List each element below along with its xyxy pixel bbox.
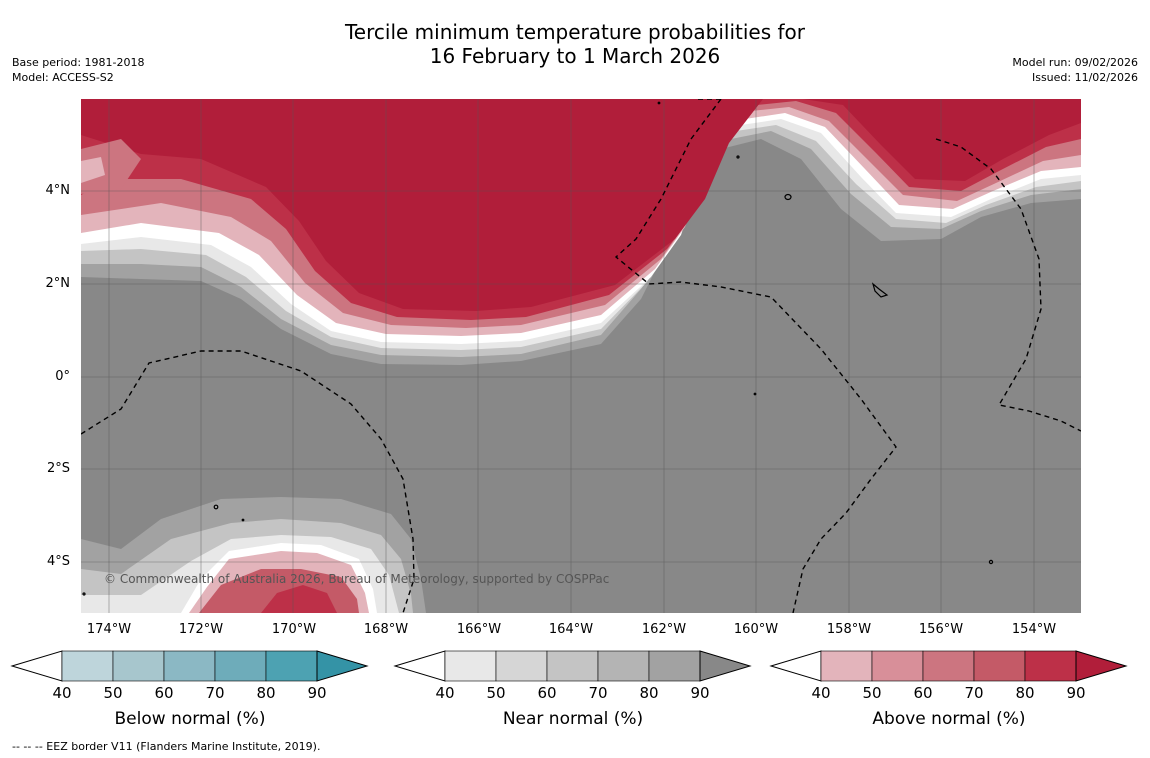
probability-map bbox=[81, 99, 1081, 613]
colorbar-above-normal-bin-4 bbox=[1024, 650, 1077, 682]
base-period: Base period: 1981-2018 bbox=[12, 56, 145, 69]
colorbar-near-normal-bin-3 bbox=[597, 650, 650, 682]
map-title-line2: 16 February to 1 March 2026 bbox=[429, 44, 721, 68]
lat-gridlines bbox=[81, 190, 1081, 563]
lon-label-166w: 166°W bbox=[456, 622, 502, 637]
tick-above-50: 50 bbox=[862, 684, 882, 702]
above-normal-edge-west bbox=[81, 139, 141, 194]
colorbar-near-normal-label: Near normal (%) bbox=[502, 709, 644, 729]
colorbar-below-normal-max-cap bbox=[316, 650, 369, 682]
tick-above-90: 90 bbox=[1066, 684, 1086, 702]
colorbar-near-normal-bin-0 bbox=[444, 650, 497, 682]
colorbar-above-normal-bin-2 bbox=[922, 650, 975, 682]
tick-below-90: 90 bbox=[307, 684, 327, 702]
colorbar-near-normal-min-cap bbox=[393, 650, 446, 682]
colorbar-above-normal-bin-3 bbox=[973, 650, 1026, 682]
tick-below-40: 40 bbox=[52, 684, 72, 702]
lon-label-174w: 174°W bbox=[86, 622, 132, 637]
tick-above-70: 70 bbox=[964, 684, 984, 702]
island-5 bbox=[988, 559, 994, 565]
lon-label-158w: 158°W bbox=[826, 622, 872, 637]
tick-below-50: 50 bbox=[103, 684, 123, 702]
lon-label-154w: 154°W bbox=[1011, 622, 1057, 637]
colorbar-below-normal-bin-0 bbox=[61, 650, 114, 682]
colorbar-below-normal-label: Below normal (%) bbox=[114, 709, 266, 729]
model-run: Model run: 09/02/2026 bbox=[1012, 56, 1138, 69]
colorbar-above-normal-min-cap bbox=[769, 650, 822, 682]
island-1 bbox=[784, 193, 792, 201]
south-above-normal-80 bbox=[261, 585, 337, 613]
colorbar-below-normal-bin-4 bbox=[265, 650, 318, 682]
tick-above-60: 60 bbox=[913, 684, 933, 702]
islands bbox=[82, 101, 994, 596]
tick-above-40: 40 bbox=[811, 684, 831, 702]
lon-label-156w: 156°W bbox=[918, 622, 964, 637]
colorbar-below-normal-min-cap bbox=[10, 650, 63, 682]
lon-gridlines bbox=[108, 99, 1035, 613]
meta-right: Model run: 09/02/2026 Issued: 11/02/2026 bbox=[1012, 55, 1138, 85]
tick-near-70: 70 bbox=[588, 684, 608, 702]
colorbar-below-normal bbox=[10, 650, 369, 682]
island-7 bbox=[241, 518, 245, 522]
colorbars bbox=[10, 650, 1128, 682]
lon-label-168w: 168°W bbox=[363, 622, 409, 637]
tick-near-90: 90 bbox=[690, 684, 710, 702]
lon-label-172w: 172°W bbox=[178, 622, 224, 637]
colorbar-below-normal-bin-2 bbox=[163, 650, 216, 682]
colorbar-near-normal-bin-1 bbox=[495, 650, 548, 682]
eez-border-central bbox=[614, 99, 897, 613]
lat-label-4s: 4°S bbox=[46, 554, 70, 569]
above-normal-band-90 bbox=[81, 99, 1081, 311]
tick-near-40: 40 bbox=[435, 684, 455, 702]
lat-label-2s: 2°S bbox=[46, 461, 70, 476]
tick-below-70: 70 bbox=[205, 684, 225, 702]
colorbar-below-normal-bin-3 bbox=[214, 650, 267, 682]
map-canvas bbox=[81, 99, 1081, 613]
tick-near-50: 50 bbox=[486, 684, 506, 702]
tick-near-80: 80 bbox=[639, 684, 659, 702]
island-8 bbox=[657, 101, 661, 105]
meta-left: Base period: 1981-2018 Model: ACCESS-S2 bbox=[12, 55, 144, 85]
lon-label-160w: 160°W bbox=[733, 622, 779, 637]
island-9 bbox=[82, 592, 86, 596]
tick-above-80: 80 bbox=[1015, 684, 1035, 702]
colorbar-below-normal-bin-1 bbox=[112, 650, 165, 682]
issued-date: Issued: 11/02/2026 bbox=[1031, 71, 1138, 84]
model-name: Model: ACCESS-S2 bbox=[12, 71, 114, 84]
eez-legend-note: -- -- -- EEZ border V11 (Flanders Marine… bbox=[12, 740, 321, 753]
tick-below-80: 80 bbox=[256, 684, 276, 702]
copyright-notice: © Commonwealth of Australia 2026, Bureau… bbox=[104, 572, 610, 586]
above-normal-edge-west-inner bbox=[81, 157, 105, 183]
colorbar-above-normal-label: Above normal (%) bbox=[872, 709, 1026, 729]
lat-label-0: 0° bbox=[55, 369, 70, 384]
lat-label-4n: 4°N bbox=[45, 183, 71, 198]
island-3 bbox=[736, 155, 740, 159]
colorbar-above-normal-bin-0 bbox=[820, 650, 873, 682]
island-4 bbox=[753, 392, 757, 396]
lon-label-162w: 162°W bbox=[641, 622, 687, 637]
eez-border-east bbox=[935, 138, 1081, 432]
colorbar-near-normal-bin-2 bbox=[546, 650, 599, 682]
lat-label-2n: 2°N bbox=[45, 276, 71, 291]
colorbar-above-normal bbox=[769, 650, 1128, 682]
lon-label-170w: 170°W bbox=[271, 622, 317, 637]
lon-label-164w: 164°W bbox=[548, 622, 594, 637]
colorbar-near-normal bbox=[393, 650, 752, 682]
island-2 bbox=[871, 282, 889, 298]
tick-below-60: 60 bbox=[154, 684, 174, 702]
eez-borders bbox=[81, 99, 1081, 613]
map-title-line1: Tercile minimum temperature probabilitie… bbox=[344, 20, 806, 44]
eez-border-west bbox=[81, 350, 415, 613]
colorbar-near-normal-bin-4 bbox=[648, 650, 701, 682]
colorbar-above-normal-max-cap bbox=[1075, 650, 1128, 682]
colorbar-above-normal-bin-1 bbox=[871, 650, 924, 682]
island-6 bbox=[213, 504, 219, 510]
colorbar-near-normal-max-cap bbox=[699, 650, 752, 682]
tick-near-60: 60 bbox=[537, 684, 557, 702]
